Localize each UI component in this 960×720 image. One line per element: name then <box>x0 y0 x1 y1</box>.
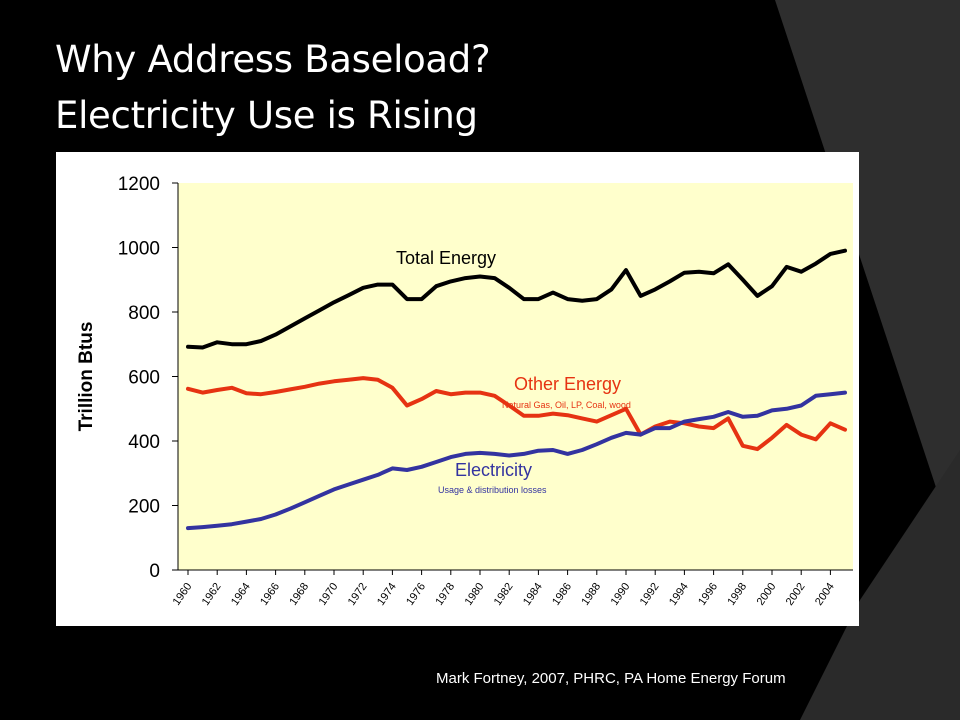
x-tick-label: 1960 <box>171 581 195 608</box>
x-tick-label: 1968 <box>287 581 311 608</box>
x-tick-label: 1990 <box>609 581 633 608</box>
x-tick-label: 1962 <box>200 581 224 608</box>
slide-title-line-1: Why Address Baseload? <box>55 38 491 81</box>
x-tick-label: 1992 <box>638 581 662 608</box>
series-sublabel-electricity: Usage & distribution losses <box>438 485 547 495</box>
series-label-total-energy: Total Energy <box>396 248 496 268</box>
y-axis-label: Trillion Btus <box>76 322 97 432</box>
x-tick-label: 2000 <box>755 581 779 608</box>
x-tick-label: 2002 <box>784 581 808 608</box>
x-tick-label: 1996 <box>696 581 720 608</box>
x-tick-label: 2004 <box>813 581 837 608</box>
x-tick-label: 1978 <box>433 581 457 608</box>
plot-area <box>178 183 853 570</box>
y-tick-label: 1000 <box>118 239 160 260</box>
y-tick-label: 400 <box>128 432 160 453</box>
slide-accent-band <box>775 0 960 560</box>
series-label-other-energy: Other Energy <box>514 374 621 394</box>
citation: Mark Fortney, 2007, PHRC, PA Home Energy… <box>436 670 786 687</box>
y-tick-label: 1200 <box>118 174 160 195</box>
x-tick-label: 1966 <box>258 581 282 608</box>
x-tick-label: 1970 <box>317 581 341 608</box>
x-tick-label: 1980 <box>463 581 487 608</box>
x-tick-label: 1998 <box>725 581 749 608</box>
y-tick-label: 600 <box>128 368 160 389</box>
series-line-other-energy <box>186 376 847 452</box>
series-line-electricity <box>186 390 847 531</box>
y-tick-label: 200 <box>128 497 160 518</box>
chart-panel: 0 200 400 600 800 1000 1200 1960 1962 1964 1966 196… <box>56 152 859 626</box>
x-tick-label: 1972 <box>346 581 370 608</box>
y-tick-label: 0 <box>149 561 160 582</box>
chart: 0 200 400 600 800 1000 1200 1960 1962 1964 1966 196… <box>76 174 853 608</box>
y-tick-label: 800 <box>128 303 160 324</box>
x-tick-label: 1982 <box>492 581 516 608</box>
slide-accent-band-lower <box>800 450 960 720</box>
series-line-total-energy <box>186 248 847 350</box>
x-tick-label: 1988 <box>579 581 603 608</box>
x-tick-label: 1976 <box>404 581 428 608</box>
x-tick-label: 1974 <box>375 581 399 608</box>
x-tick-label: 1984 <box>521 581 545 608</box>
series-sublabel-other-energy: Natural Gas, Oil, LP, Coal, wood <box>502 400 631 410</box>
x-tick-label: 1964 <box>229 581 253 608</box>
series-label-electricity: Electricity <box>455 460 532 480</box>
x-tick-label: 1994 <box>667 581 691 608</box>
x-tick-label: 1986 <box>550 581 574 608</box>
slide-title-line-2: Electricity Use is Rising <box>55 94 478 137</box>
